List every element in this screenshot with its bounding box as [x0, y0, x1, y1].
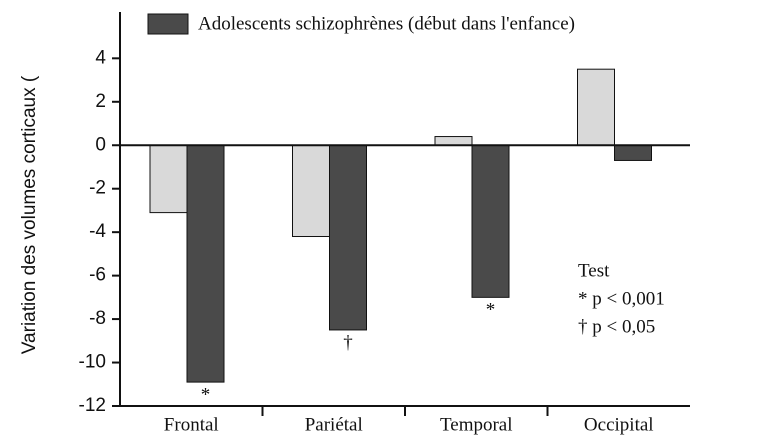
- y-tick-label: 2: [95, 91, 106, 112]
- bar: [614, 144, 652, 161]
- y-tick-label: -10: [79, 352, 106, 373]
- y-tick-label: -4: [89, 221, 106, 242]
- significance-marker: *: [486, 300, 496, 321]
- y-tick-label: 4: [95, 47, 106, 68]
- bar: [186, 144, 225, 383]
- legend-swatch: [147, 13, 189, 35]
- note: * p < 0,001: [578, 288, 665, 309]
- x-tick-label: Frontal: [164, 414, 219, 435]
- significance-marker: *: [201, 384, 211, 405]
- significance-marker: †: [343, 332, 353, 353]
- bar: [149, 144, 188, 214]
- y-tick-label: -8: [89, 308, 106, 329]
- legend-label: Adolescents schizophrènes (début dans l'…: [198, 13, 575, 34]
- y-tick-label: -12: [79, 395, 106, 416]
- y-tick-label: -6: [89, 265, 106, 286]
- x-tick-label: Occipital: [584, 414, 654, 435]
- bar: [471, 144, 510, 298]
- x-tick-label: Pariétal: [305, 414, 363, 435]
- note: Test: [578, 260, 610, 281]
- x-tick-label: Temporal: [440, 414, 513, 435]
- y-tick-label: -2: [89, 178, 106, 199]
- note: † p < 0,05: [578, 316, 655, 337]
- y-axis-label: Variation des volumes corticaux (: [19, 75, 40, 354]
- bar: [577, 68, 615, 146]
- y-tick-label: 0: [95, 134, 106, 155]
- bar: [329, 144, 367, 331]
- bar: [434, 136, 473, 146]
- bar: [292, 144, 330, 238]
